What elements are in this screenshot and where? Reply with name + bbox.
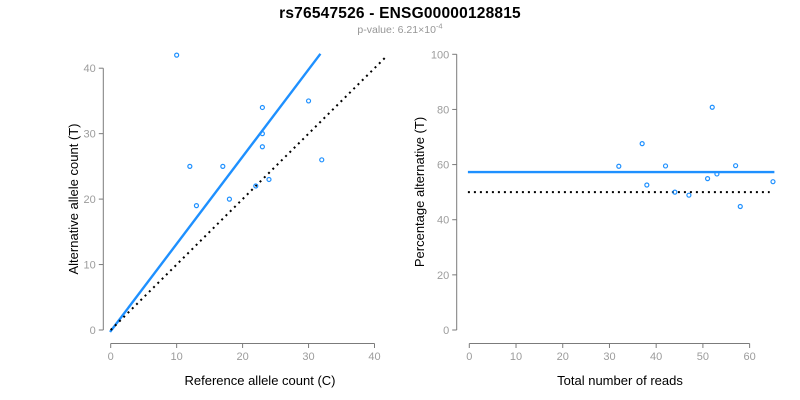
x-tick-label: 60	[743, 351, 755, 363]
x-tick-label: 0	[108, 351, 114, 363]
y-tick-label: 20	[437, 270, 449, 282]
x-tick-label: 20	[557, 351, 569, 363]
data-point	[662, 163, 669, 169]
y-tick-label: 30	[84, 129, 96, 141]
x-axis-title: Reference allele count (C)	[184, 373, 335, 388]
fit-line	[109, 53, 322, 333]
p-value-mantissa: 6.21	[397, 24, 419, 36]
multiply-sign: ×	[418, 24, 425, 36]
data-point	[266, 176, 272, 183]
x-tick-label: 0	[466, 351, 472, 363]
x-tick-label: 10	[171, 351, 183, 363]
x-tick-label: 40	[368, 351, 380, 363]
allele-count-scatter: 0 10 20 30 40 0 10 20 30 40 Reference allele count…	[66, 52, 387, 388]
y-tick-label: 80	[437, 104, 449, 116]
y-tick-label: 40	[437, 215, 449, 227]
data-point	[644, 182, 650, 188]
percentage-scatter: 0 10 20 30 40 50 60 0 20 40 60 80 100 Total number of…	[412, 49, 776, 388]
data-point	[305, 98, 312, 104]
x-tick-label: 30	[603, 351, 615, 363]
y-tick-label: 60	[437, 160, 449, 172]
data-point	[259, 131, 265, 137]
data-point	[714, 171, 720, 177]
data-point	[672, 189, 678, 195]
y-tick-label: 0	[443, 325, 449, 337]
p-value-subtitle: p-value: 6.21×10-4	[0, 21, 800, 36]
data-point	[193, 203, 200, 209]
data-point	[686, 192, 692, 198]
data-point	[174, 52, 180, 58]
data-point	[226, 196, 233, 202]
y-tick-label: 20	[84, 194, 96, 206]
x-tick-label: 20	[236, 351, 248, 363]
data-point	[770, 179, 776, 185]
data-point	[639, 141, 645, 147]
p-value-label: p-value:	[357, 24, 398, 36]
y-axis-title: Percentage alternative (T)	[412, 117, 427, 267]
identity-line	[109, 56, 387, 331]
x-tick-label: 40	[650, 351, 662, 363]
data-point	[704, 176, 711, 182]
data-point	[220, 163, 226, 169]
y-axis-title: Alternative allele count (T)	[66, 123, 81, 274]
y-tick-label: 100	[431, 49, 449, 61]
data-point	[259, 104, 265, 111]
p-value-exponent: -4	[435, 21, 443, 31]
y-tick-label: 40	[84, 63, 96, 75]
data-point	[733, 163, 739, 169]
x-tick-label: 50	[697, 351, 709, 363]
data-point	[253, 183, 259, 189]
y-tick-label: 0	[90, 325, 96, 337]
page-title: rs76547526 - ENSG00000128815	[279, 5, 521, 22]
data-point	[259, 144, 265, 150]
data-point	[616, 163, 622, 169]
x-tick-label: 30	[302, 351, 314, 363]
data-point	[737, 203, 743, 210]
p-value-base: 10	[424, 24, 436, 36]
x-axis-title: Total number of reads	[557, 373, 683, 388]
x-tick-label: 10	[510, 351, 522, 363]
data-point	[709, 104, 715, 110]
data-point	[319, 157, 325, 163]
y-tick-label: 10	[84, 260, 96, 272]
data-point	[187, 163, 193, 169]
